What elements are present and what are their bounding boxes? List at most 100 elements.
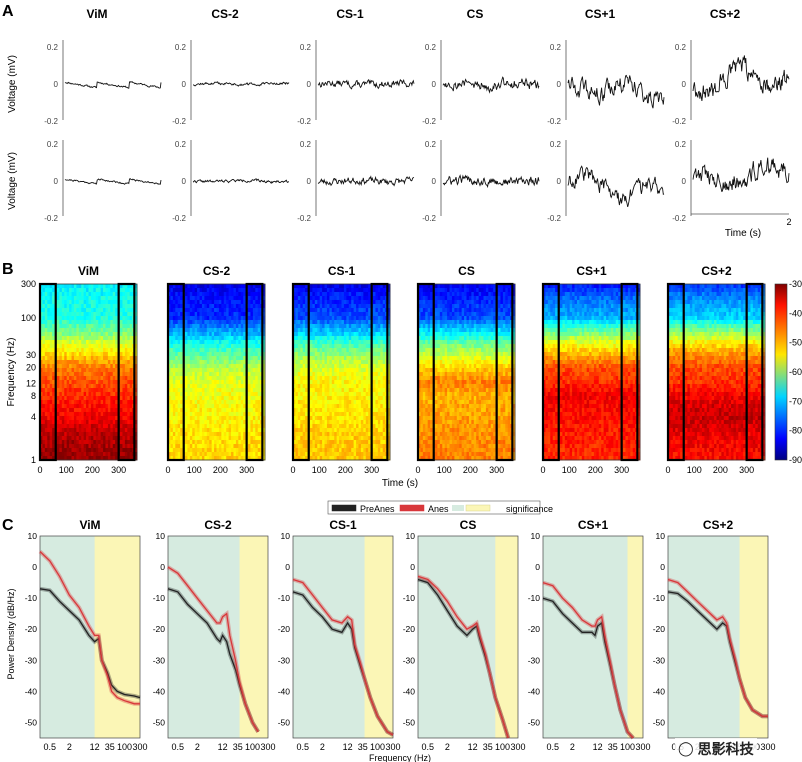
spectrogram-cell: [356, 348, 359, 353]
spectrogram-cell: [255, 396, 259, 401]
spectrogram-cell: [322, 404, 325, 409]
spectrogram-cell: [83, 316, 87, 321]
spectrogram-cell: [228, 348, 232, 353]
spectrogram-cell: [368, 416, 371, 421]
spectrogram-cell: [177, 344, 181, 349]
spectrogram-cell: [218, 432, 222, 437]
spectrogram-cell: [134, 304, 138, 309]
spectrogram-cell: [312, 296, 316, 301]
spectrogram-cell: [170, 324, 174, 329]
spectrogram-cell: [262, 448, 266, 453]
spectrogram-cell: [59, 336, 63, 341]
spectrogram-cell: [339, 304, 342, 309]
spectrogram-cell: [127, 284, 131, 289]
spectrogram-cell: [124, 420, 128, 425]
spectrogram-cell: [93, 324, 97, 329]
spectrogram-cell: [295, 292, 299, 297]
spectrogram-cell: [49, 388, 53, 393]
spectrogram-cell: [221, 388, 225, 393]
spectrogram-cell: [47, 392, 51, 397]
spectrogram-cell: [172, 380, 176, 385]
spectrogram-cell: [380, 344, 384, 349]
spectrogram-cell: [295, 284, 299, 289]
spectrogram-cell: [124, 440, 128, 445]
spectrogram-cell: [71, 392, 75, 397]
spectrogram-cell: [348, 384, 352, 389]
spectrogram-cell: [168, 392, 171, 397]
spectrogram-cell: [56, 424, 60, 429]
spectrogram-cell: [297, 288, 301, 293]
spectrogram-cell: [98, 440, 102, 445]
spectrogram-cell: [375, 292, 379, 297]
spectrogram-cell: [309, 396, 313, 401]
spectrogram-cell: [331, 400, 335, 405]
spectrogram-cell: [170, 416, 174, 421]
spectrogram-cell: [255, 432, 259, 437]
spectrogram-cell: [189, 344, 193, 349]
spectrogram-cell: [172, 332, 176, 337]
spectrogram-cell: [324, 364, 328, 369]
spectrogram-cell: [184, 436, 188, 441]
spectrogram-cell: [233, 328, 237, 333]
spectrogram-cell: [351, 312, 355, 317]
spectrogram-cell: [382, 320, 386, 325]
spectrogram-cell: [83, 300, 87, 305]
spectrogram-cell: [177, 372, 181, 377]
spectrogram-cell: [206, 328, 210, 333]
spectrogram-cell: [309, 416, 313, 421]
spectrogram-cell: [334, 420, 338, 425]
spectrogram-cell: [71, 288, 75, 293]
spectrogram-cell: [76, 328, 80, 333]
spectrogram-cell: [177, 340, 181, 345]
spectrogram-cell: [297, 420, 301, 425]
spectrogram-cell: [64, 396, 68, 401]
spectrogram-cell: [240, 292, 244, 297]
spectrogram-cell: [380, 404, 384, 409]
spectrogram-cell: [248, 452, 251, 457]
spectrogram-cell: [257, 284, 261, 289]
spectrogram-cell: [365, 300, 369, 305]
spectrogram-cell: [61, 304, 65, 309]
spectrogram-cell: [100, 344, 104, 349]
tick-label: -0.2: [422, 214, 436, 223]
spectrogram-cell: [42, 372, 46, 377]
spectrogram-cell: [197, 336, 200, 341]
spectrogram-cell: [206, 284, 210, 289]
spectrogram-cell: [122, 368, 126, 373]
spectrogram-cell: [199, 352, 203, 357]
spectrogram-cell: [187, 336, 191, 341]
spectrogram-cell: [331, 408, 335, 413]
spectrogram-cell: [206, 308, 210, 313]
spectrogram-cell: [194, 328, 198, 333]
spectrogram-cell: [105, 428, 109, 433]
spectrogram-cell: [360, 340, 364, 345]
spectrogram-cell: [238, 368, 242, 373]
spectrogram-cell: [235, 420, 239, 425]
spectrogram-cell: [103, 368, 106, 373]
spectrogram-cell: [240, 416, 244, 421]
spectrogram-cell: [358, 400, 362, 405]
spectrogram-cell: [300, 300, 304, 305]
spectrogram-cell: [233, 364, 237, 369]
spectrogram-cell: [64, 284, 68, 289]
spectrogram-cell: [78, 316, 82, 321]
spectrogram-cell: [377, 376, 381, 381]
spectrogram-cell: [93, 352, 97, 357]
spectrogram-cell: [59, 340, 63, 345]
spectrogram-cell: [238, 412, 242, 417]
spectrogram-cell: [353, 364, 357, 369]
spectrogram-cell: [95, 328, 99, 333]
spectrogram-cell: [194, 408, 198, 413]
spectrogram-cell: [56, 436, 60, 441]
tick-label: 100: [187, 465, 202, 475]
spectrogram-cell: [95, 444, 99, 449]
spectrogram-cell: [64, 424, 68, 429]
spectrogram-cell: [170, 340, 174, 345]
spectrogram-cell: [52, 320, 55, 325]
spectrogram-cell: [326, 412, 330, 417]
spectrogram-cell: [243, 304, 246, 309]
spectrogram-cell: [314, 308, 318, 313]
spectrogram-cell: [59, 428, 63, 433]
spectrogram-cell: [238, 408, 242, 413]
spectrogram-cell: [120, 392, 123, 397]
